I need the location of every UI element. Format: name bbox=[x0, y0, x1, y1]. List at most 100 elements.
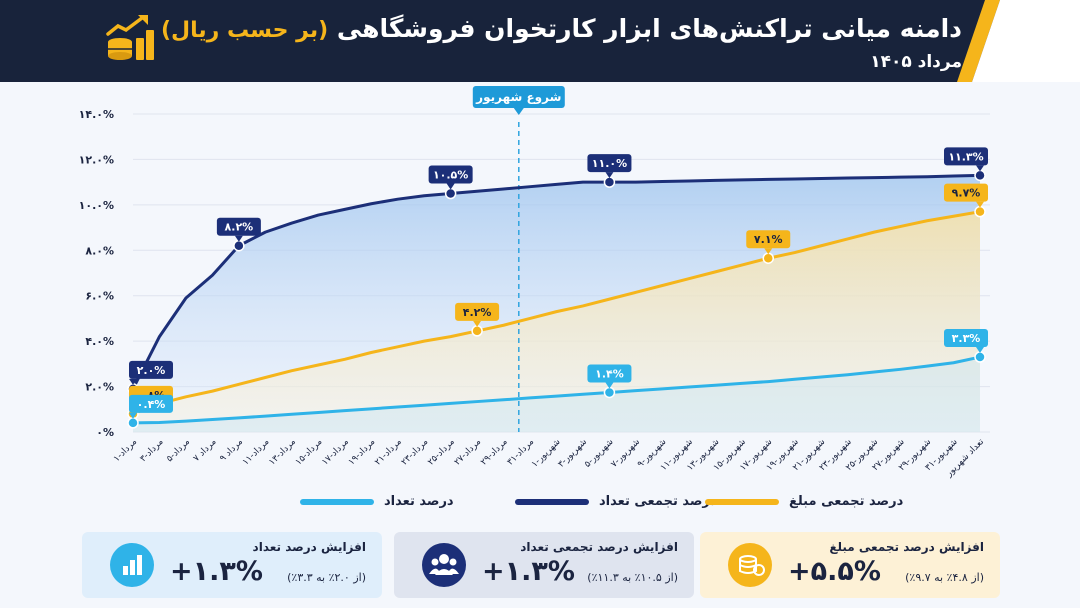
data-point-marker bbox=[603, 176, 616, 188]
y-tick-label: ۸.۰% bbox=[85, 244, 114, 257]
y-tick-label: ۱۲.۰% bbox=[79, 153, 114, 166]
data-label: ۱۱.۰% bbox=[592, 157, 627, 170]
data-point-marker bbox=[603, 386, 616, 399]
card-cum-amount-note: (از ۴.۸٪ به ۹.۷٪) bbox=[905, 571, 984, 584]
legend-swatch-cum-amount bbox=[705, 498, 779, 505]
y-tick-label: ۲.۰% bbox=[85, 381, 114, 394]
y-tick-label: ۶.۰% bbox=[85, 290, 114, 303]
data-label: ۷.۱% bbox=[754, 233, 783, 246]
data-label-pointer bbox=[446, 183, 455, 190]
header-bar bbox=[0, 0, 1080, 82]
header-accent-stripe bbox=[957, 0, 1080, 82]
title-main: دامنه میانی تراکنش‌های ابزار کارتخوان فر… bbox=[336, 14, 962, 43]
series-line bbox=[131, 210, 982, 416]
data-label-pointer bbox=[976, 165, 984, 172]
data-label-pointer bbox=[976, 347, 984, 354]
data-label-box bbox=[944, 147, 988, 166]
coins-icon bbox=[728, 543, 772, 587]
data-label-pointer bbox=[234, 235, 243, 242]
data-point-marker bbox=[762, 252, 774, 264]
data-label-pointer bbox=[764, 248, 773, 255]
series-line bbox=[131, 355, 982, 425]
card-cum-count-note: (از ۱۰.۵٪ به ۱۱.۳٪) bbox=[587, 571, 678, 584]
x-tick-label: ۱۵-مرداد bbox=[294, 437, 325, 468]
data-label: ۴.۲% bbox=[463, 306, 492, 319]
legend-swatch-cum-count bbox=[515, 498, 589, 505]
data-point-marker bbox=[444, 187, 457, 200]
y-tick-label: ۰% bbox=[96, 426, 114, 439]
x-tick-label: ۷ مرداد bbox=[192, 437, 219, 464]
card-cum-amount-label: افزایش درصد تجمعی مبلغ bbox=[829, 540, 984, 554]
legend-label-cum-count: درصد تجمعی تعداد bbox=[599, 494, 717, 509]
month-marker-label: شروع شهریور bbox=[475, 90, 561, 105]
data-label: ۱۰.۵% bbox=[433, 169, 468, 182]
data-label-box bbox=[455, 302, 500, 321]
data-label: ۰.۴% bbox=[137, 398, 166, 411]
x-tick-label: ۱-مرداد bbox=[112, 437, 139, 464]
x-tick-label: ۲۹-مرداد bbox=[479, 437, 510, 468]
line-chart: ۰% ۲.۰% ۴.۰% ۶.۰% ۸.۰% ۱۰.۰% ۱۲.۰% ۱۴.۰% ۱-مرداد… bbox=[79, 86, 990, 480]
x-tick-label: ۲۱-مرداد bbox=[373, 437, 404, 468]
data-label-box bbox=[129, 394, 173, 413]
card-cum-count-label: افزایش درصد تجمعی تعداد bbox=[520, 540, 678, 554]
legend-item-cum-count: درصد تجمعی تعداد bbox=[515, 494, 717, 509]
data-label-box bbox=[428, 165, 473, 184]
data-label-box bbox=[944, 183, 988, 202]
data-label-box bbox=[587, 364, 632, 383]
series-area bbox=[133, 357, 980, 432]
card-count-label: افزایش درصد تعداد bbox=[252, 540, 366, 554]
chart-legend: درصد تعداد درصد تجمعی تعداد درصد تجمعی م… bbox=[0, 494, 1080, 524]
data-label-box bbox=[944, 329, 988, 348]
y-tick-label: ۱۰.۰% bbox=[79, 199, 114, 212]
card-cum-amount-value: +۵.۵% bbox=[788, 556, 881, 587]
series-line bbox=[131, 173, 982, 391]
x-tick-label: ۱۷-مرداد bbox=[320, 437, 351, 468]
page-title: دامنه میانی تراکنش‌های ابزار کارتخوان فر… bbox=[161, 14, 962, 43]
month-marker-arrow bbox=[513, 108, 524, 115]
card-cum-count-value: +۱.۳% bbox=[482, 556, 575, 587]
series-area bbox=[133, 211, 980, 432]
y-tick-label: ۴.۰% bbox=[85, 335, 114, 348]
data-label-pointer bbox=[976, 201, 984, 208]
y-tick-label: ۱۴.۰% bbox=[79, 108, 114, 121]
month-marker-box bbox=[472, 86, 565, 108]
title-unit: (بر حسب ریال) bbox=[160, 18, 329, 43]
card-cum-count-increase: افزایش درصد تجمعی تعداد +۱.۳% (از ۱۰.۵٪ … bbox=[394, 532, 694, 598]
data-label: ۲.۰% bbox=[137, 364, 166, 377]
x-tick-label: ۱۱-مرداد bbox=[241, 437, 272, 468]
data-label-box bbox=[129, 360, 173, 379]
data-label: ۱.۴% bbox=[595, 367, 624, 380]
data-point-marker bbox=[974, 205, 986, 218]
data-label-pointer bbox=[473, 320, 482, 327]
card-count-note: (از ۲.۰٪ به ۳.۳٪) bbox=[287, 571, 366, 584]
data-label-pointer bbox=[605, 382, 614, 389]
x-tick-label: ۲۳-مرداد bbox=[400, 437, 431, 468]
data-label: ۱۱.۳% bbox=[948, 150, 983, 163]
card-count-value: +۱.۳% bbox=[170, 556, 263, 587]
legend-label-cum-amount: درصد تجمعی مبلغ bbox=[789, 494, 904, 509]
data-label-box bbox=[587, 154, 632, 173]
bar-chart-icon bbox=[110, 543, 154, 587]
card-cum-amount-increase: افزایش درصد تجمعی مبلغ +۵.۵% (از ۴.۸٪ به… bbox=[700, 532, 1000, 598]
data-label: ۸.۲% bbox=[225, 221, 254, 234]
x-tick-label: ۱۳-مرداد bbox=[267, 437, 298, 468]
legend-item-cum-amount: درصد تجمعی مبلغ bbox=[705, 494, 903, 509]
x-tick-label: ۲۵-مرداد bbox=[426, 437, 457, 468]
legend-item-count: درصد تعداد bbox=[300, 494, 454, 509]
data-label-pointer bbox=[129, 412, 137, 419]
legend-swatch-count bbox=[300, 498, 374, 505]
x-tick-label: ۳-مرداد bbox=[138, 437, 165, 464]
legend-label-count: درصد تعداد bbox=[384, 494, 454, 509]
data-label-pointer bbox=[605, 172, 614, 179]
data-label-pointer bbox=[129, 378, 137, 385]
x-tick-label: ۵-مرداد bbox=[165, 437, 192, 464]
data-label-box bbox=[216, 217, 261, 236]
date-label: مرداد ۱۴۰۵ bbox=[870, 52, 962, 72]
x-tick-label: ۲۷-مرداد bbox=[453, 437, 484, 468]
data-point-marker bbox=[471, 325, 483, 337]
coins-growth-icon bbox=[106, 15, 154, 60]
data-label-box bbox=[746, 230, 791, 249]
data-point-marker bbox=[974, 351, 986, 363]
x-tick-label: ۱۹-مرداد bbox=[347, 437, 378, 468]
people-icon bbox=[422, 543, 466, 587]
